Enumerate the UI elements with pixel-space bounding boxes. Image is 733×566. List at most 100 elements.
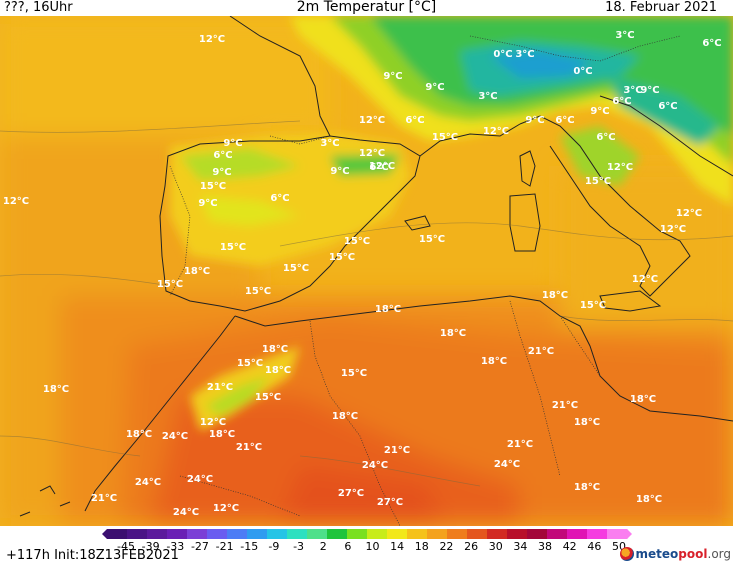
- temperature-label: 6°C: [405, 115, 424, 126]
- colorbar-tick-label: 38: [538, 540, 553, 553]
- temperature-label: 24°C: [187, 474, 213, 485]
- temperature-label: 12°C: [3, 196, 29, 207]
- atlas-field: [190, 346, 300, 431]
- colorbar-tick-label: -21: [215, 540, 234, 553]
- temperature-label: 18°C: [262, 344, 288, 355]
- temperature-label: 15°C: [255, 392, 281, 403]
- temperature-label: 18°C: [440, 328, 466, 339]
- colorbar-swatch: [527, 529, 548, 539]
- temperature-label: 15°C: [580, 300, 606, 311]
- chart-header: ???, 16Uhr 2m Temperatur [°C] 18. Februa…: [0, 0, 733, 16]
- temperature-label: 15°C: [283, 263, 309, 274]
- colorbar-swatch: [187, 529, 208, 539]
- colorbar-swatch: [427, 529, 448, 539]
- temperature-label: 12°C: [483, 126, 509, 137]
- balearics: [404, 215, 431, 231]
- temperature-label: 12°C: [213, 503, 239, 514]
- temperature-labels: 12°C9°C9°C3°C0°C 3°C6°C0°C3°C9°C12°C 6°C15…: [3, 30, 722, 518]
- temperature-label: 15°C: [220, 242, 246, 253]
- temperature-label: 21°C: [236, 442, 262, 453]
- colorbar-swatch: [487, 529, 508, 539]
- temperature-label: 12°C: [676, 208, 702, 219]
- colorbar-tick-label: 46: [587, 540, 602, 553]
- temperature-label: 9°C: [383, 71, 402, 82]
- temperature-label: 18°C: [332, 411, 358, 422]
- map-footer: -45 -39 -33 -27 -21 -15 -9 -3 2 6 10 14 18 22 26 30 34 38…: [0, 526, 733, 566]
- temperature-label: 9°C: [425, 82, 444, 93]
- colorbar-swatch: [167, 529, 188, 539]
- temperature-label: 9°C: [590, 106, 609, 117]
- france-coast: [229, 16, 331, 137]
- canary-islands: [19, 485, 71, 517]
- temperature-label: 12°C: [359, 148, 385, 159]
- temperature-label: 3°C: [320, 138, 339, 149]
- temperature-label: 3°C: [478, 91, 497, 102]
- temperature-label: 18°C: [126, 429, 152, 440]
- isotherms: [0, 120, 733, 487]
- sicily: [599, 290, 662, 312]
- temperature-label: 18°C: [209, 429, 235, 440]
- temperature-label: 24°C: [494, 459, 520, 470]
- colorbar-tick-label: 26: [464, 540, 479, 553]
- colorbar-tick-label: -27: [190, 540, 209, 553]
- colorbar-max-arrow: [627, 529, 632, 539]
- colorbar-tick-label: 2: [319, 540, 327, 553]
- colorbar-tick-label: 42: [562, 540, 577, 553]
- colorbar-swatch: [247, 529, 268, 539]
- colorbar-swatch: [207, 529, 228, 539]
- init-time: +117h Init:18Z13FEB2021: [6, 548, 179, 563]
- temperature-label: 12°C: [607, 162, 633, 173]
- temperature-label: 15°C: [585, 176, 611, 187]
- temperature-label: 24°C: [362, 460, 388, 471]
- corsica: [519, 150, 536, 187]
- temperature-label: 24°C: [173, 507, 199, 518]
- north-africa-coast: [234, 295, 733, 422]
- temperature-label: 21°C: [207, 382, 233, 393]
- colorbar-swatch: [267, 529, 288, 539]
- valid-date: 18. Februar 2021: [605, 0, 717, 15]
- colorbar-tick-label: -45: [117, 540, 135, 553]
- colorbar-tick-label: 22: [439, 540, 454, 553]
- alps-field: [290, 16, 733, 206]
- colorbar-tick-label: -39: [141, 540, 160, 553]
- temperature-label: 18°C: [481, 356, 507, 367]
- gulf-of-lion-coast: [419, 123, 521, 157]
- logo-text-accent: pool: [678, 547, 708, 561]
- colorbar-swatch: [307, 529, 328, 539]
- borders: [169, 35, 681, 526]
- temperature-label: 15°C: [344, 236, 370, 247]
- temperature-label: 18°C: [636, 494, 662, 505]
- temperature-label: 15°C: [200, 181, 226, 192]
- temperature-label: 6°C: [555, 115, 574, 126]
- temperature-label: 6°C: [612, 96, 631, 107]
- temperature-label: 12°C: [369, 161, 395, 172]
- iberia-coast: [159, 135, 421, 312]
- temperature-label: 21°C: [552, 400, 578, 411]
- colorbar-swatch: [107, 529, 128, 539]
- colorbar-swatch: [587, 529, 608, 539]
- colorbar-min-arrow: [102, 529, 107, 539]
- temperature-label: 6°C: [213, 150, 232, 161]
- temperature-label: 3°C: [515, 49, 534, 60]
- colorbar-swatch: [227, 529, 248, 539]
- italy-coast: [519, 115, 691, 297]
- colorbar-tick-label: -3: [293, 540, 305, 553]
- meteopool-logo[interactable]: meteopool.org: [619, 547, 731, 561]
- temperature-label: 18°C: [184, 266, 210, 277]
- colorbar-tick-label: -15: [240, 540, 259, 553]
- temperature-label: 24°C: [135, 477, 161, 488]
- map-title: 2m Temperatur [°C]: [296, 0, 437, 15]
- temperature-label: 6°C: [658, 101, 677, 112]
- iberia-field: [170, 134, 410, 266]
- temperature-label: 21°C: [507, 439, 533, 450]
- temperature-label: 15°C: [341, 368, 367, 379]
- colorbar-tick-label: 14: [390, 540, 405, 553]
- temperature-label: 9°C: [330, 166, 349, 177]
- coastlines: [19, 16, 733, 517]
- colorbar: [102, 529, 632, 539]
- colorbar-tick-label: 18: [414, 540, 429, 553]
- colorbar-swatch: [607, 529, 628, 539]
- temperature-label: 15°C: [157, 279, 183, 290]
- temperature-label: 0°C: [573, 66, 592, 77]
- temperature-label: 27°C: [377, 497, 403, 508]
